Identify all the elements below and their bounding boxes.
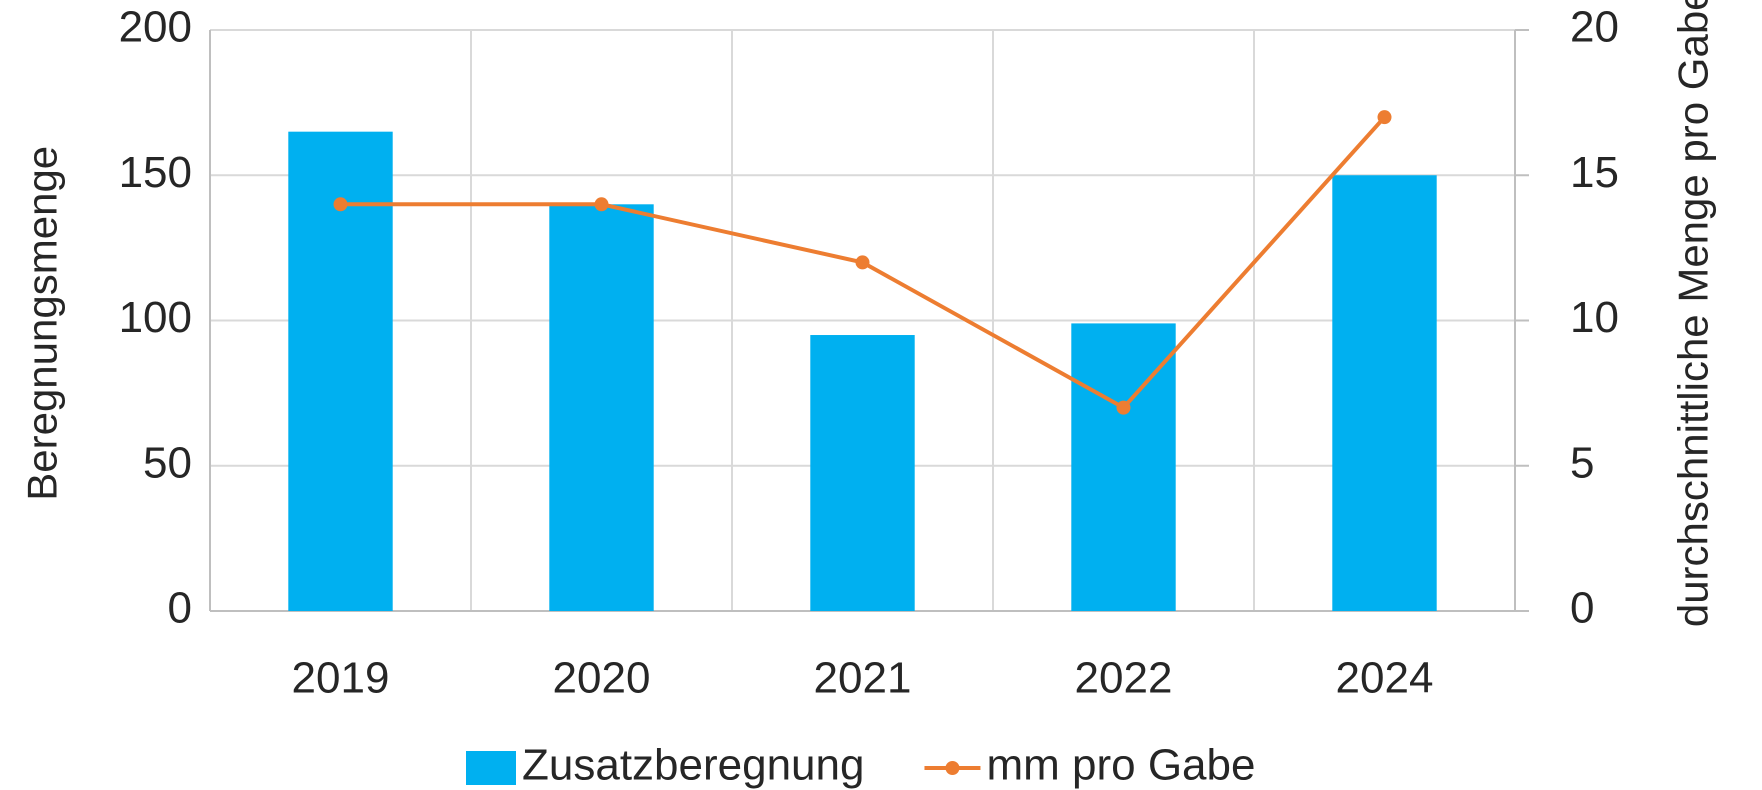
y-axis-title: Beregnungsmenge xyxy=(18,145,66,501)
line-point xyxy=(855,255,870,270)
bar xyxy=(549,204,654,612)
y-tick-label: 0 xyxy=(168,584,192,633)
y-tick-label: 150 xyxy=(119,148,192,197)
y2-tick-label: 0 xyxy=(1570,584,1594,633)
line-point xyxy=(1116,400,1131,415)
y2-tick-label: 15 xyxy=(1570,148,1619,197)
bar xyxy=(288,131,393,612)
y2-tick-label: 5 xyxy=(1570,438,1594,487)
legend-label: mm pro Gabe xyxy=(986,741,1255,790)
y-tick-label: 50 xyxy=(143,438,192,487)
x-tick-label: 2022 xyxy=(1075,654,1173,703)
y2-tick-label: 20 xyxy=(1570,3,1619,52)
bar xyxy=(810,335,915,611)
x-tick-label: 2024 xyxy=(1336,654,1434,703)
line-point xyxy=(594,197,609,212)
x-tick-label: 2021 xyxy=(814,654,912,703)
line-point xyxy=(1377,110,1392,125)
bar xyxy=(1332,175,1437,611)
x-tick-label: 2020 xyxy=(553,654,651,703)
line-point xyxy=(333,197,348,212)
legend-swatch-marker xyxy=(945,761,960,775)
y2-axis-title: durchschnittliche Menge pro Gabe xyxy=(1669,0,1717,628)
y-tick-label: 200 xyxy=(119,3,192,52)
legend-swatch xyxy=(466,751,516,785)
legend-label: Zusatzberegnung xyxy=(522,741,864,790)
x-tick-label: 2019 xyxy=(292,654,390,703)
y-tick-label: 100 xyxy=(119,293,192,342)
y2-tick-label: 10 xyxy=(1570,293,1619,342)
